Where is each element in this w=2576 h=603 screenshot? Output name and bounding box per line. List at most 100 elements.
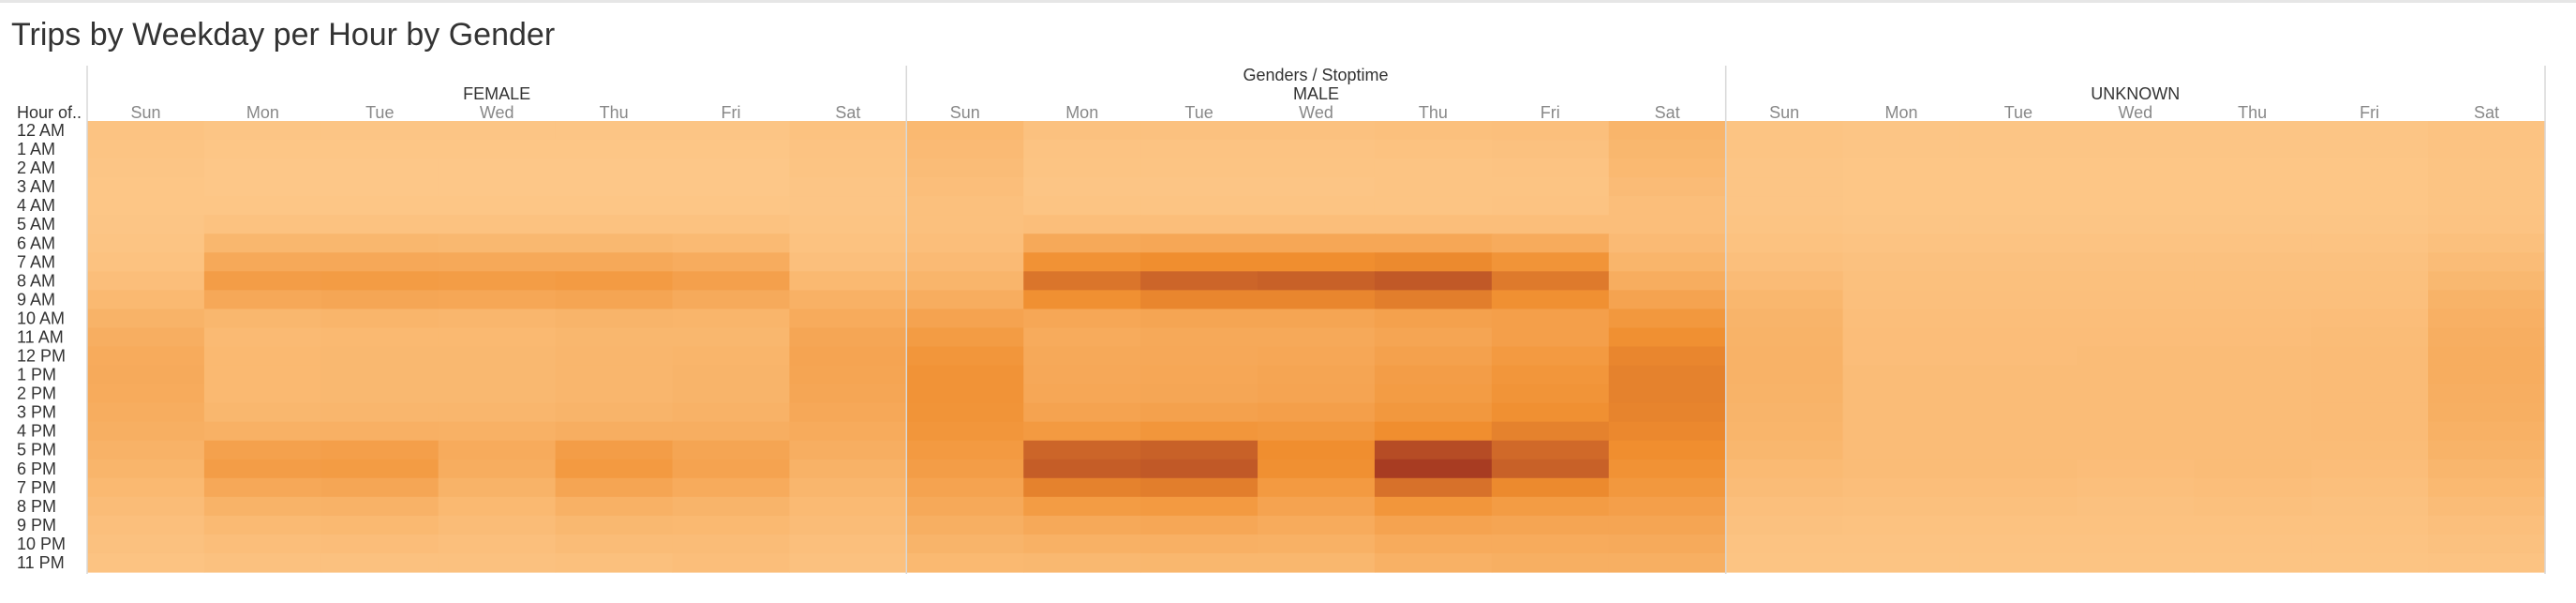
heatmap-cell [1725, 365, 1844, 385]
heatmap-cell [1258, 496, 1376, 517]
heatmap-cell [1725, 384, 1844, 404]
heatmap-cell [320, 421, 439, 442]
heatmap-cell [2194, 215, 2312, 234]
heatmap-cell [789, 290, 907, 310]
heatmap-cell [1023, 365, 1141, 385]
heatmap-cell [1491, 365, 1610, 385]
heatmap-cell [1608, 215, 1727, 234]
heatmap-cell [1608, 158, 1727, 178]
day-label: Wed [480, 103, 514, 122]
heatmap-cell [1608, 384, 1727, 404]
heatmap-cell [1491, 271, 1610, 291]
heatmap-cell [320, 346, 439, 367]
heatmap-cell [555, 421, 674, 442]
heatmap-cell [203, 215, 322, 234]
heatmap-cell [2428, 327, 2546, 348]
heatmap-cell [2311, 459, 2429, 479]
heatmap-cell [2077, 327, 2195, 348]
heatmap-cell [1725, 140, 1844, 159]
heatmap-cell [789, 552, 907, 573]
heatmap-cell [203, 177, 322, 197]
heatmap-cell [906, 290, 1024, 310]
heatmap-cell [1491, 121, 1610, 141]
heatmap-cell [1725, 459, 1844, 479]
heatmap-cell [1491, 421, 1610, 442]
heatmap-cell [2194, 252, 2312, 272]
heatmap-cell [555, 234, 674, 253]
day-label: Wed [2118, 103, 2152, 122]
heatmap-cell [320, 290, 439, 310]
heatmap-cell [1725, 496, 1844, 517]
heatmap-cell [1608, 290, 1727, 310]
heatmap-cell [2311, 496, 2429, 517]
heatmap-cell [438, 271, 557, 291]
heatmap-cell [1374, 158, 1493, 178]
heatmap-cell [203, 252, 322, 272]
heatmap-cell [1374, 271, 1493, 291]
hour-label: 9 AM [17, 290, 55, 309]
heatmap-cell [1959, 365, 2077, 385]
heatmap-cell [2428, 459, 2546, 479]
heatmap-cell [2311, 440, 2429, 460]
heatmap-cell [555, 121, 674, 141]
heatmap-cell [906, 402, 1024, 423]
heatmap-cell [2428, 252, 2546, 272]
day-label: Tue [2004, 103, 2033, 122]
heatmap-cell [1725, 346, 1844, 367]
heatmap-cell [2428, 421, 2546, 442]
heatmap-cell [203, 234, 322, 253]
hour-label: 1 AM [17, 140, 55, 158]
heatmap-cell [1140, 309, 1258, 329]
group-label: UNKNOWN [2091, 84, 2180, 103]
heatmap-cell [906, 121, 1024, 141]
heatmap-cell [87, 215, 205, 234]
heatmap-cell [1491, 158, 1610, 178]
heatmap-cell [87, 534, 205, 554]
day-label: Tue [365, 103, 394, 122]
heatmap-cell [203, 421, 322, 442]
heatmap-cell [438, 346, 557, 367]
heatmap-cell [1023, 459, 1141, 479]
heatmap-cell [1842, 421, 1961, 442]
heatmap-cell [1140, 234, 1258, 253]
heatmap-cells [87, 121, 2546, 573]
heatmap-cell [2077, 158, 2195, 178]
heatmap-cell [906, 215, 1024, 234]
heatmap-cell [87, 365, 205, 385]
heatmap-cell [438, 252, 557, 272]
heatmap-cell [320, 196, 439, 216]
heatmap-cell [1959, 421, 2077, 442]
heatmap-cell [1959, 252, 2077, 272]
row-header: Hour of.. [17, 103, 82, 122]
heatmap-cell [320, 365, 439, 385]
heatmap-cell [1140, 459, 1258, 479]
heatmap-cell [1842, 552, 1961, 573]
heatmap-cell [87, 515, 205, 535]
hour-label: 5 PM [17, 441, 56, 460]
heatmap-cell [2194, 346, 2312, 367]
heatmap-cell [906, 477, 1024, 498]
heatmap-cell [789, 158, 907, 178]
heatmap-cell [555, 365, 674, 385]
heatmap-cell [789, 459, 907, 479]
heatmap-cell [1491, 552, 1610, 573]
heatmap-cell [1258, 309, 1376, 329]
heatmap-cell [789, 365, 907, 385]
heatmap-cell [2311, 177, 2429, 197]
heatmap-cell [1608, 365, 1727, 385]
heatmap-cell [2077, 290, 2195, 310]
heatmap-cell [1725, 121, 1844, 141]
heatmap-cell [438, 196, 557, 216]
heatmap-cell [1842, 384, 1961, 404]
heatmap-cell [555, 158, 674, 178]
heatmap-cell [672, 552, 791, 573]
heatmap-cell [789, 384, 907, 404]
heatmap-cell [1608, 402, 1727, 423]
heatmap-cell [2311, 365, 2429, 385]
heatmap-cell [1842, 365, 1961, 385]
heatmap-cell [1491, 327, 1610, 348]
heatmap-cell [2194, 121, 2312, 141]
heatmap-cell [1140, 252, 1258, 272]
heatmap-cell [1023, 402, 1141, 423]
heatmap-cell [2311, 534, 2429, 554]
